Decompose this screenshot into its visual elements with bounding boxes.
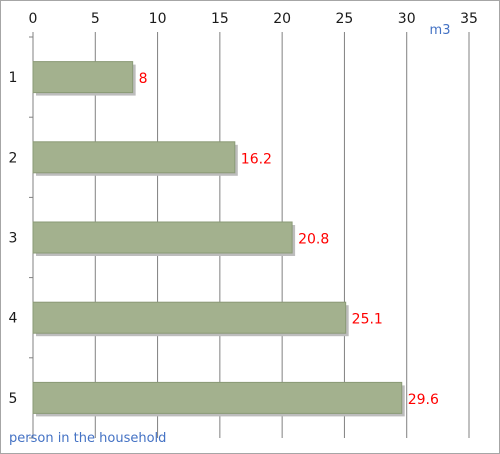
y-axis-label: person in the household xyxy=(9,431,166,446)
x-axis-ticks: 0 5 10 15 20 25 30 35 xyxy=(29,11,478,37)
y-category-label: 1 xyxy=(9,70,18,86)
x-axis-label: m3 xyxy=(430,23,451,38)
y-category-label: 3 xyxy=(9,231,18,247)
y-axis-categories: 1 2 3 4 5 xyxy=(9,36,34,439)
bar xyxy=(32,61,134,94)
bar xyxy=(32,301,347,334)
x-tick-label: 10 xyxy=(149,11,167,27)
x-tick-label: 25 xyxy=(336,11,354,27)
x-tick-label: 15 xyxy=(211,11,229,27)
y-category-label: 5 xyxy=(9,391,18,407)
x-tick-label: 0 xyxy=(29,11,38,27)
x-tick-label: 20 xyxy=(273,11,291,27)
data-label: 29.6 xyxy=(408,392,439,408)
data-label: 20.8 xyxy=(298,232,329,248)
x-tick-label: 35 xyxy=(460,11,478,27)
data-labels: 8 16.2 20.8 25.1 29.6 xyxy=(139,71,439,408)
y-category-label: 4 xyxy=(9,311,18,327)
x-tick-label: 5 xyxy=(91,11,100,27)
bar xyxy=(32,221,293,254)
bar xyxy=(32,381,403,414)
data-label: 8 xyxy=(139,71,148,87)
y-category-label: 2 xyxy=(9,150,18,166)
x-tick-label: 30 xyxy=(398,11,416,27)
bars xyxy=(32,61,405,417)
data-label: 16.2 xyxy=(241,151,272,167)
bar xyxy=(32,141,236,174)
data-label: 25.1 xyxy=(352,312,383,328)
